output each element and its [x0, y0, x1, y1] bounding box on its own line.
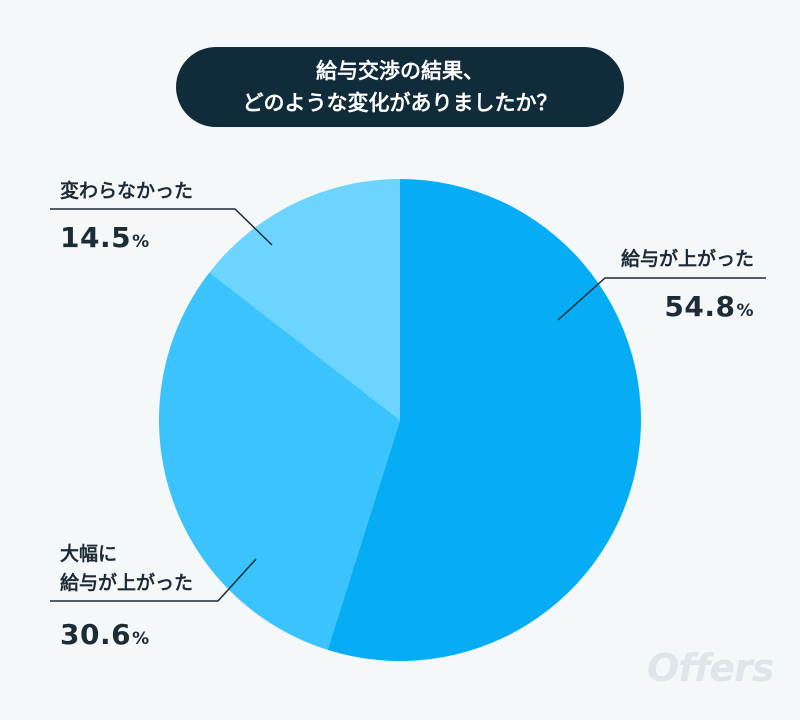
slice-label-big-rise-line-1: 大幅に — [60, 543, 118, 565]
slice-value-big-rise-unit: % — [132, 629, 150, 649]
chart-title-line-2: どのような変化がありましたか？ — [242, 91, 558, 115]
slice-label-rise: 給与が上がった — [620, 248, 754, 270]
chart-title-line-1: 給与交渉の結果、 — [316, 59, 484, 83]
pie-slice-big-rise — [158, 272, 400, 650]
pie-slices — [158, 179, 641, 661]
offers-logo: Offers — [647, 646, 774, 690]
slice-value-big-rise-number: 30.6 — [60, 618, 132, 651]
leader-line-big-rise — [50, 558, 257, 602]
leader-line-unchanged — [50, 208, 273, 246]
pie-slice-unchanged — [209, 179, 400, 420]
chart-title: 給与交渉の結果、 どのような変化がありましたか？ — [176, 47, 624, 127]
slice-value-unchanged: 14.5% — [60, 221, 150, 254]
slice-label-big-rise-line-2: 給与が上がった — [60, 572, 194, 594]
slice-value-big-rise: 30.6% — [60, 618, 150, 651]
leader-line-rise — [557, 277, 766, 321]
slice-value-rise-number: 54.8 — [664, 290, 736, 323]
slice-value-rise-unit: % — [736, 301, 754, 321]
slice-value-rise: 54.8% — [664, 290, 754, 323]
pie-slice-rise — [327, 179, 641, 661]
slice-value-unchanged-unit: % — [132, 232, 150, 252]
slice-label-unchanged: 変わらなかった — [60, 180, 194, 202]
slice-value-unchanged-number: 14.5 — [60, 221, 132, 254]
